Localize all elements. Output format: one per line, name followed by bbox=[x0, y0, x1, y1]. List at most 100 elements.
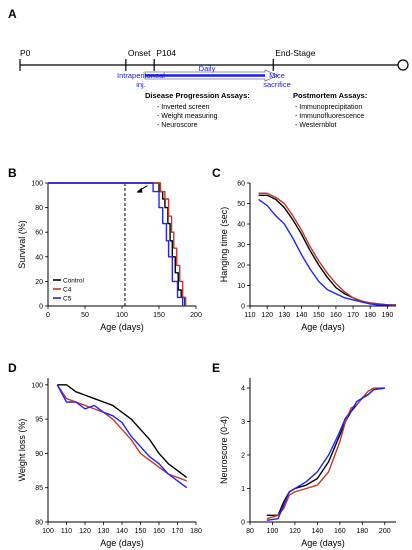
x-tick-label: 160 bbox=[153, 528, 165, 535]
x-tick-label: 190 bbox=[382, 312, 394, 319]
legend-label: C5 bbox=[63, 296, 72, 303]
legend-label: Control bbox=[63, 278, 85, 285]
x-tick-label: 100 bbox=[42, 528, 54, 535]
chart-neuroscore: 80 100 120 140 160 180 200 0 1 2 3 4 Age (days) Neuro… bbox=[219, 378, 396, 548]
series-line-c5 bbox=[266, 387, 385, 522]
x-tick-label: 120 bbox=[289, 528, 301, 535]
x-tick-label: 100 bbox=[116, 312, 128, 319]
postmortem-assays: Postmortem Assays: - Immunoprecipitation… bbox=[293, 91, 367, 129]
x-axis-label: Age (days) bbox=[301, 538, 345, 548]
y-tick-label: 60 bbox=[35, 230, 43, 237]
y-tick-label: 2 bbox=[241, 453, 245, 460]
timeline-marker-label: P104 bbox=[156, 48, 176, 58]
x-axis-label: Age (days) bbox=[100, 322, 144, 332]
disease-assays-title: Disease Progression Assays: bbox=[145, 91, 250, 100]
panel-letter-a: A bbox=[8, 7, 17, 21]
x-tick-label: 100 bbox=[267, 528, 279, 535]
y-tick-label: 1 bbox=[241, 486, 245, 493]
y-tick-label: 80 bbox=[35, 205, 43, 212]
x-tick-label: 180 bbox=[190, 528, 202, 535]
x-tick-label: 170 bbox=[347, 312, 359, 319]
timeline-marker-label: Onset bbox=[128, 48, 151, 58]
treatment-period-label: Daily bbox=[199, 64, 216, 73]
postmortem-assay-item: - Immunoprecipitation bbox=[295, 104, 362, 111]
y-tick-label: 0 bbox=[241, 304, 245, 311]
x-tick-label: 160 bbox=[330, 312, 342, 319]
x-tick-label: 0 bbox=[46, 312, 50, 319]
y-tick-label: 85 bbox=[35, 485, 43, 492]
x-tick-label: 180 bbox=[356, 528, 368, 535]
x-tick-label: 140 bbox=[312, 528, 324, 535]
series-line-c4 bbox=[266, 387, 385, 520]
treatment-arrow bbox=[144, 69, 280, 82]
y-tick-label: 0 bbox=[39, 304, 43, 311]
x-tick-label: 120 bbox=[79, 528, 91, 535]
chart-hanging-time: 110 120 130 140 150 160 170 180 190 0 10 20 30 40 50 60… bbox=[219, 181, 397, 332]
y-axis-label: Survival (%) bbox=[17, 220, 27, 269]
y-tick-label: 20 bbox=[35, 279, 43, 286]
y-tick-label: 60 bbox=[237, 181, 245, 188]
arrow-head bbox=[136, 187, 143, 193]
legend-label: C4 bbox=[63, 287, 72, 294]
series-line-control bbox=[57, 384, 188, 478]
x-tick-label: 200 bbox=[379, 528, 391, 535]
x-axis-label: Age (days) bbox=[100, 538, 144, 548]
series-line-c4 bbox=[258, 192, 396, 306]
disease-assay-item: - Weight measuring bbox=[157, 113, 218, 120]
disease-progression-assays: Disease Progression Assays: - Inverted s… bbox=[145, 91, 250, 129]
x-tick-label: 120 bbox=[261, 312, 273, 319]
y-tick-label: 10 bbox=[237, 283, 245, 290]
series-line-c5 bbox=[48, 182, 184, 306]
postmortem-assay-item: - Westernblot bbox=[295, 122, 337, 129]
x-tick-label: 140 bbox=[296, 312, 308, 319]
x-tick-label: 150 bbox=[153, 312, 165, 319]
y-tick-label: 50 bbox=[237, 201, 245, 208]
y-tick-label: 20 bbox=[237, 263, 245, 270]
x-tick-label: 110 bbox=[244, 312, 255, 319]
postmortem-assays-title: Postmortem Assays: bbox=[293, 91, 367, 100]
timeline-marker-label: End-Stage bbox=[275, 48, 315, 58]
y-tick-label: 30 bbox=[237, 242, 245, 249]
timeline-end-circle bbox=[397, 59, 409, 71]
y-tick-label: 40 bbox=[35, 254, 43, 261]
y-tick-label: 4 bbox=[241, 386, 245, 393]
timeline-marker-label: P0 bbox=[20, 48, 31, 58]
chart-weight-loss: 100 110 120 130 140 150 160 170 180 80 85 90 95 100 Ag… bbox=[17, 378, 202, 548]
disease-assay-item: - Neuroscore bbox=[157, 122, 198, 129]
chart-survival: 0 50 100 150 200 0 20 40 60 80 100 Age (days) Surviv… bbox=[17, 181, 202, 333]
y-tick-label: 3 bbox=[241, 419, 245, 426]
y-axis-label: Neuroscore (0-4) bbox=[219, 416, 229, 484]
y-tick-label: 80 bbox=[35, 520, 43, 527]
x-tick-label: 150 bbox=[313, 312, 325, 319]
treatment-start-label-line2: inj. bbox=[136, 80, 146, 89]
disease-assay-item: - Inverted screen bbox=[157, 104, 210, 111]
x-tick-label: 180 bbox=[364, 312, 376, 319]
panel-letter-e: E bbox=[212, 361, 220, 375]
x-tick-label: 50 bbox=[81, 312, 89, 319]
y-tick-label: 100 bbox=[31, 382, 43, 389]
series-line-c5 bbox=[258, 198, 397, 307]
x-tick-label: 140 bbox=[116, 528, 128, 535]
x-tick-label: 110 bbox=[61, 528, 72, 535]
x-tick-label: 130 bbox=[98, 528, 110, 535]
treatment-end-label-line2: sacrifice bbox=[263, 80, 291, 89]
y-tick-label: 90 bbox=[35, 451, 43, 458]
y-axis-label: Hanging time (sec) bbox=[219, 207, 229, 283]
x-tick-label: 170 bbox=[172, 528, 184, 535]
x-tick-label: 80 bbox=[246, 528, 254, 535]
y-tick-label: 0 bbox=[241, 520, 245, 527]
treatment-end-label-line1: Mice bbox=[269, 71, 285, 80]
series-line-c4 bbox=[56, 384, 187, 482]
series-line-control bbox=[266, 387, 385, 517]
panel-letter-c: C bbox=[212, 166, 221, 180]
panel-letter-d: D bbox=[8, 361, 17, 375]
y-tick-label: 95 bbox=[35, 417, 43, 424]
panel-a-timeline: A P0 Onset P104 End-Stage Daily Intraperito… bbox=[8, 7, 409, 129]
panel-letter-b: B bbox=[8, 166, 17, 180]
x-tick-label: 130 bbox=[279, 312, 291, 319]
series-line-c5 bbox=[56, 384, 188, 489]
y-tick-label: 100 bbox=[31, 181, 43, 188]
series-line-control bbox=[258, 194, 396, 306]
treatment-start-label-line1: Intraperitoneal bbox=[117, 71, 165, 80]
